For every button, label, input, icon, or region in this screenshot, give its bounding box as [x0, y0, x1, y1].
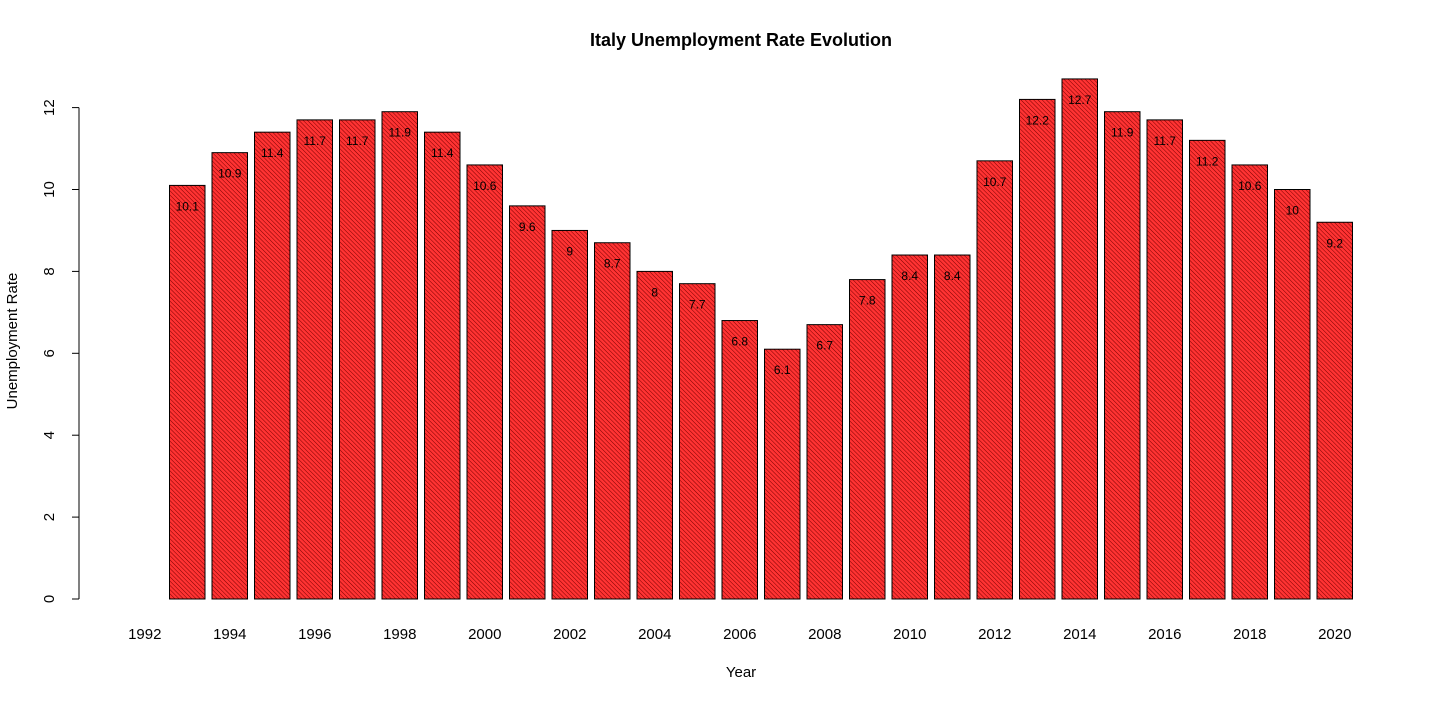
data-label-2012: 10.7 [983, 175, 1007, 189]
data-label-2007: 6.1 [774, 363, 791, 377]
data-label-2000: 10.6 [473, 179, 497, 193]
x-tick-label: 2010 [893, 626, 926, 643]
data-label-1996: 11.7 [304, 134, 327, 148]
x-tick-label: 2008 [808, 626, 841, 643]
bar-1994 [211, 152, 248, 600]
bar-1997 [339, 119, 376, 600]
x-tick-label: 2014 [1063, 626, 1096, 643]
x-tick-label: 2018 [1233, 626, 1266, 643]
y-axis-label: Unemployment Rate [4, 273, 21, 410]
bar-2002 [551, 229, 588, 600]
data-label-2001: 9.6 [519, 220, 536, 234]
bar-2007 [764, 348, 801, 600]
bar-2009 [849, 279, 886, 600]
bar-2018 [1231, 164, 1268, 600]
x-tick-labels-group: 1992 1994 1996 1998 2000 2002 2004 2006 2008 2010… [128, 626, 1351, 643]
data-label-1993: 10.1 [176, 199, 200, 213]
y-tick-label: 4 [41, 431, 58, 439]
bar-2005 [679, 283, 716, 600]
bar-2014 [1061, 78, 1098, 600]
bar-2011 [934, 254, 971, 600]
x-tick-label: 2016 [1148, 626, 1181, 643]
chart-title: Italy Unemployment Rate Evolution [590, 30, 892, 50]
bar-2010 [891, 254, 928, 600]
data-label-2020: 9.2 [1326, 236, 1343, 250]
bar-2017 [1189, 139, 1226, 600]
data-label-2011: 8.4 [944, 269, 961, 283]
data-label-2016: 11.7 [1154, 134, 1177, 148]
data-label-2003: 8.7 [604, 257, 621, 271]
y-tick-label: 12 [41, 99, 58, 116]
x-tick-label: 2000 [468, 626, 501, 643]
bar-1993 [169, 184, 206, 600]
bar-2004 [636, 270, 673, 600]
data-label-2014: 12.7 [1068, 93, 1092, 107]
bar-2006 [721, 320, 758, 600]
x-tick-label: 1994 [213, 626, 246, 643]
bar-2012 [976, 160, 1013, 600]
data-label-2019: 10 [1286, 204, 1300, 218]
y-tick-label: 8 [41, 267, 58, 275]
x-tick-label: 2004 [638, 626, 671, 643]
data-label-2004: 8 [651, 285, 658, 299]
data-label-2015: 11.9 [1111, 126, 1134, 140]
bar-2015 [1104, 111, 1141, 600]
data-label-2005: 7.7 [689, 298, 706, 312]
bar-2003 [594, 242, 631, 600]
y-tick-label: 0 [41, 595, 58, 603]
bar-2008 [806, 324, 843, 600]
x-axis-label: Year [726, 664, 756, 681]
bar-2000 [466, 164, 503, 600]
x-tick-label: 1996 [298, 626, 331, 643]
bar-2016 [1146, 119, 1183, 600]
bar-1998 [381, 111, 418, 600]
y-tick-label: 2 [41, 513, 58, 521]
bar-2013 [1019, 98, 1056, 600]
bar-2001 [509, 205, 546, 600]
data-label-1998: 11.9 [389, 126, 412, 140]
bar-2020 [1316, 221, 1353, 600]
data-label-2010: 8.4 [901, 269, 918, 283]
x-tick-label: 2020 [1318, 626, 1351, 643]
bar-1996 [296, 119, 333, 600]
x-tick-label: 2012 [978, 626, 1011, 643]
y-tick-label: 6 [41, 349, 58, 357]
data-label-2009: 7.8 [859, 294, 876, 308]
data-label-1997: 11.7 [346, 134, 369, 148]
y-axis: 0 2 4 6 8 10 12 [41, 99, 80, 603]
data-label-2008: 6.7 [816, 339, 833, 353]
bars-group [169, 78, 1353, 600]
data-label-1999: 11.4 [431, 146, 454, 160]
bar-1999 [424, 131, 461, 600]
data-label-1994: 10.9 [218, 167, 242, 181]
x-tick-label: 1992 [128, 626, 161, 643]
data-label-2006: 6.8 [731, 335, 748, 349]
data-label-2002: 9 [566, 244, 573, 258]
bar-2019 [1274, 189, 1311, 600]
x-tick-label: 2006 [723, 626, 756, 643]
data-label-2018: 10.6 [1238, 179, 1262, 193]
data-label-2017: 11.2 [1196, 154, 1219, 168]
data-label-1995: 11.4 [261, 146, 284, 160]
y-tick-label: 10 [41, 181, 58, 198]
data-labels-group: 10.1 10.9 11.4 11.7 11.7 11.9 11.4 10.6 9.6 9 8.7 8… [176, 93, 1344, 377]
bar-1995 [254, 131, 291, 600]
data-label-2013: 12.2 [1026, 113, 1050, 127]
x-tick-label: 2002 [553, 626, 586, 643]
x-tick-label: 1998 [383, 626, 416, 643]
